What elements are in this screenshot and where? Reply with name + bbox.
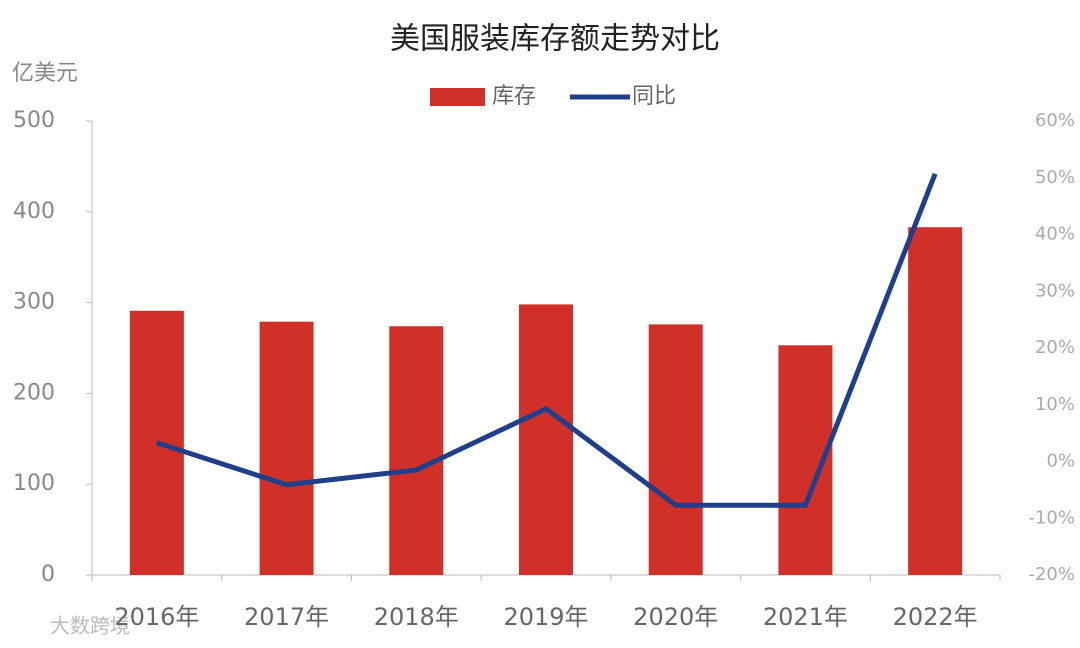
chart-title: 美国服装库存额走势对比	[390, 22, 720, 57]
y-tick-label: 500	[13, 108, 55, 133]
x-tick-label: 2020年	[633, 603, 718, 631]
y2-tick-label: 20%	[1035, 337, 1075, 358]
x-tick-label: 2016年	[114, 603, 199, 631]
watermark: 大数跨境	[50, 614, 130, 638]
bar	[519, 304, 573, 575]
line	[156, 172, 938, 508]
y-tick-label: 200	[13, 380, 55, 405]
x-tick-label: 2021年	[763, 603, 848, 631]
bar	[389, 326, 444, 575]
y2-tick-label: -20%	[1028, 564, 1075, 585]
legend-swatch	[430, 88, 485, 106]
x-tick-label: 2017年	[244, 603, 329, 631]
legend-label: 同比	[632, 84, 676, 109]
x-tick-label: 2022年	[893, 603, 978, 631]
y-tick-label: 0	[41, 562, 55, 587]
y2-tick-label: 60%	[1035, 110, 1075, 131]
bar	[908, 227, 963, 575]
y2-tick-label: 30%	[1035, 280, 1075, 301]
y-tick-label: 300	[13, 290, 55, 315]
y2-tick-label: 0%	[1046, 451, 1075, 472]
legend-label: 库存	[492, 84, 536, 109]
x-tick-label: 2018年	[374, 603, 459, 631]
y-axis-label: 亿美元	[12, 61, 78, 86]
x-tick-label: 2019年	[503, 603, 588, 631]
y2-tick-label: 10%	[1035, 394, 1075, 415]
y2-tick-label: -10%	[1028, 507, 1075, 528]
y2-tick-label: 50%	[1035, 167, 1075, 188]
y-tick-label: 100	[13, 471, 55, 496]
bar	[648, 324, 703, 575]
bar	[259, 321, 314, 575]
y-tick-label: 400	[13, 199, 55, 224]
y2-tick-label: 40%	[1035, 224, 1075, 245]
